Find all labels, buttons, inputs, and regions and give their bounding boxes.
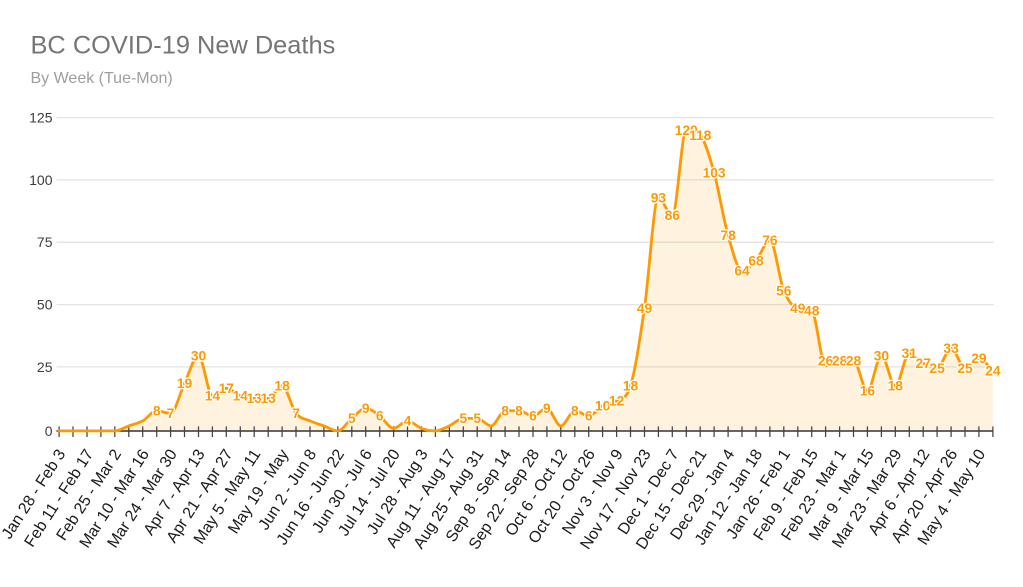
svg-text:75: 75 — [37, 234, 53, 250]
svg-text:30: 30 — [874, 349, 890, 364]
svg-text:18: 18 — [623, 379, 639, 394]
svg-text:76: 76 — [762, 233, 778, 248]
svg-text:5: 5 — [459, 411, 467, 426]
svg-text:6: 6 — [585, 409, 593, 424]
svg-text:86: 86 — [665, 208, 681, 223]
svg-text:18: 18 — [888, 379, 904, 394]
svg-text:28: 28 — [832, 354, 848, 369]
svg-text:49: 49 — [637, 301, 653, 316]
svg-text:13: 13 — [261, 391, 277, 406]
svg-text:25: 25 — [929, 361, 945, 376]
svg-text:27: 27 — [916, 356, 932, 371]
svg-text:8: 8 — [153, 404, 161, 419]
svg-text:8: 8 — [501, 404, 509, 419]
svg-text:7: 7 — [292, 406, 300, 421]
svg-text:9: 9 — [362, 401, 370, 416]
svg-text:7: 7 — [167, 406, 175, 421]
svg-text:0: 0 — [45, 423, 53, 439]
svg-text:49: 49 — [790, 301, 806, 316]
svg-text:9: 9 — [543, 401, 551, 416]
svg-text:50: 50 — [37, 297, 53, 313]
svg-text:4: 4 — [404, 414, 412, 429]
svg-text:10: 10 — [595, 399, 611, 414]
svg-text:125: 125 — [29, 110, 53, 126]
svg-text:18: 18 — [274, 379, 290, 394]
svg-text:118: 118 — [689, 128, 712, 143]
svg-text:8: 8 — [571, 404, 579, 419]
svg-text:BC COVID-19 New Deaths: BC COVID-19 New Deaths — [31, 32, 336, 60]
svg-text:25: 25 — [957, 361, 973, 376]
svg-text:64: 64 — [734, 263, 750, 278]
svg-text:93: 93 — [651, 191, 667, 206]
svg-text:31: 31 — [902, 346, 918, 361]
svg-text:16: 16 — [860, 384, 876, 399]
svg-text:68: 68 — [748, 253, 764, 268]
svg-text:24: 24 — [985, 364, 1001, 379]
svg-text:13: 13 — [247, 391, 263, 406]
svg-text:30: 30 — [191, 349, 207, 364]
svg-text:29: 29 — [971, 351, 987, 366]
svg-text:56: 56 — [776, 283, 792, 298]
svg-text:78: 78 — [720, 228, 736, 243]
svg-text:12: 12 — [609, 394, 625, 409]
svg-text:28: 28 — [846, 354, 862, 369]
svg-text:19: 19 — [177, 376, 193, 391]
svg-text:26: 26 — [818, 354, 834, 369]
svg-text:8: 8 — [515, 404, 523, 419]
svg-text:5: 5 — [348, 411, 356, 426]
svg-text:48: 48 — [804, 303, 820, 318]
svg-text:14: 14 — [233, 389, 249, 404]
svg-text:17: 17 — [219, 381, 235, 396]
svg-text:25: 25 — [37, 359, 53, 375]
svg-text:103: 103 — [703, 166, 726, 181]
svg-text:6: 6 — [529, 409, 537, 424]
svg-text:33: 33 — [943, 341, 959, 356]
svg-text:6: 6 — [376, 409, 384, 424]
svg-text:5: 5 — [473, 411, 481, 426]
svg-text:100: 100 — [29, 172, 53, 188]
svg-text:14: 14 — [205, 389, 221, 404]
svg-text:By Week (Tue-Mon): By Week (Tue-Mon) — [31, 70, 173, 87]
svg-text:120: 120 — [675, 123, 698, 138]
